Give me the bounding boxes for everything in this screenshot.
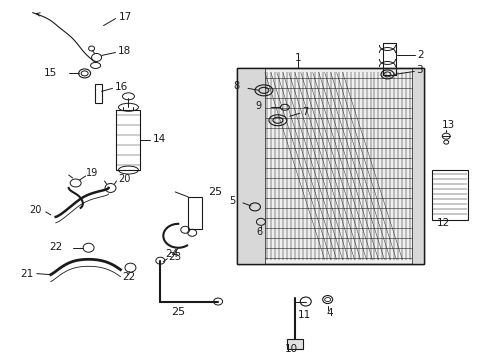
Text: 3: 3 — [415, 66, 422, 76]
Bar — [237, 68, 424, 264]
Bar — [188, 197, 202, 229]
Text: 21: 21 — [20, 269, 34, 279]
Text: 5: 5 — [228, 196, 235, 206]
Text: 8: 8 — [232, 81, 239, 91]
Text: 7: 7 — [301, 107, 307, 117]
Bar — [237, 68, 424, 264]
Text: 25: 25 — [208, 187, 222, 197]
Bar — [431, 170, 467, 220]
Text: 4: 4 — [325, 309, 332, 319]
Text: 12: 12 — [436, 218, 449, 228]
Text: 20: 20 — [29, 205, 41, 215]
Text: 11: 11 — [297, 310, 310, 320]
Text: 16: 16 — [114, 82, 127, 93]
Text: 22: 22 — [49, 242, 62, 252]
Text: 10: 10 — [285, 345, 298, 354]
Text: 14: 14 — [152, 134, 165, 144]
Text: 2: 2 — [416, 50, 423, 60]
Bar — [411, 68, 424, 264]
Bar — [286, 339, 302, 349]
Text: 23: 23 — [168, 252, 181, 262]
Text: 24: 24 — [165, 249, 178, 259]
Text: 18: 18 — [117, 46, 130, 57]
Text: 25: 25 — [171, 307, 185, 318]
Text: 20: 20 — [118, 174, 131, 184]
Text: 22: 22 — [122, 272, 135, 282]
Text: 1: 1 — [294, 54, 301, 63]
Text: 15: 15 — [43, 68, 57, 78]
Text: 9: 9 — [255, 101, 262, 111]
Text: 6: 6 — [255, 227, 262, 237]
Text: 17: 17 — [118, 12, 131, 22]
Text: 19: 19 — [85, 168, 98, 178]
Bar — [94, 84, 102, 103]
Text: 13: 13 — [441, 120, 454, 130]
Bar — [237, 68, 264, 264]
